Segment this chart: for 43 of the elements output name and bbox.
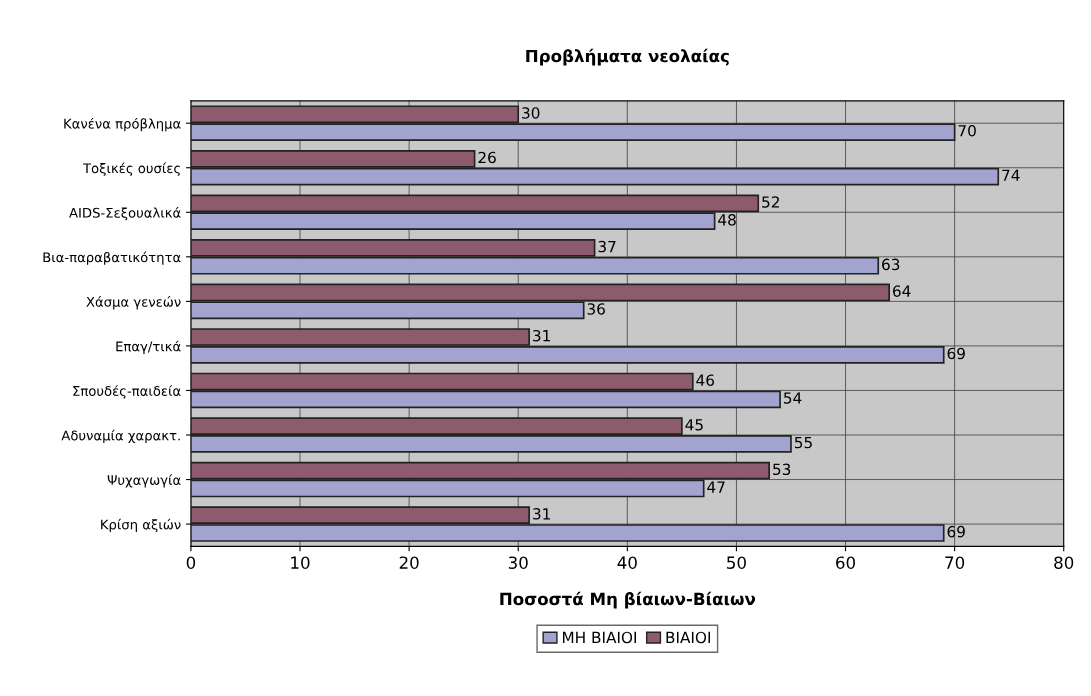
data-label: 48 <box>718 214 736 226</box>
x-tick-label: 60 <box>836 556 856 569</box>
y-tick-label: Αδυναμία χαρακτ. <box>61 429 180 444</box>
y-tick-label: Κρίση αξιών <box>101 518 181 533</box>
data-label: 63 <box>882 258 900 271</box>
data-label: 64 <box>893 285 911 297</box>
y-tick-label: Επαγ/τικά <box>116 340 181 354</box>
data-label: 69 <box>947 525 965 538</box>
legend-label: ΒΙΑΙΟΙ <box>666 631 710 644</box>
x-tick-label: 0 <box>186 556 196 569</box>
data-label: 30 <box>522 107 540 119</box>
data-label: 53 <box>773 463 791 476</box>
x-tick-label: 30 <box>508 556 528 569</box>
y-tick-label: Ψυχαγωγία <box>107 474 181 488</box>
y-tick-label: Τοξικές ουσίες <box>82 162 180 176</box>
data-label: 46 <box>696 374 715 386</box>
x-axis-title: Ποσοστά Μη βίαιων-Βίαιων <box>500 591 756 609</box>
data-label: 45 <box>685 419 703 431</box>
data-label: 52 <box>762 196 779 208</box>
x-tick-label: 10 <box>291 556 310 569</box>
x-tick-label: 40 <box>617 556 637 569</box>
data-label: 26 <box>478 151 496 164</box>
x-tick-label: 80 <box>1054 556 1074 569</box>
y-tick-label: Χάσμα γενεών <box>86 296 181 310</box>
legend-label: ΜΗ ΒΙΑΙΟΙ <box>563 631 636 644</box>
data-label: 69 <box>947 347 965 360</box>
y-tick-label: AIDS-Σεξουαλικά <box>69 207 181 221</box>
data-label: 31 <box>533 329 550 342</box>
data-label: 70 <box>958 124 976 137</box>
x-tick-label: 50 <box>727 556 746 569</box>
chart-title: Προβλήματα νεολαίας <box>526 48 729 66</box>
data-label: 37 <box>598 240 616 253</box>
data-label: 31 <box>533 508 550 520</box>
data-label: 36 <box>587 303 605 315</box>
y-tick-label: Βια-παραβατικότητα <box>43 251 181 265</box>
data-label: 54 <box>784 392 802 404</box>
data-label: 47 <box>707 481 725 493</box>
x-tick-label: 20 <box>399 556 419 569</box>
data-label: 74 <box>1002 169 1020 181</box>
y-tick-label: Σπουδές-παιδεία <box>73 385 181 399</box>
data-label: 55 <box>794 436 812 449</box>
x-tick-label: 70 <box>945 556 965 569</box>
y-tick-label: Κανένα πρόβλημα <box>64 117 181 132</box>
